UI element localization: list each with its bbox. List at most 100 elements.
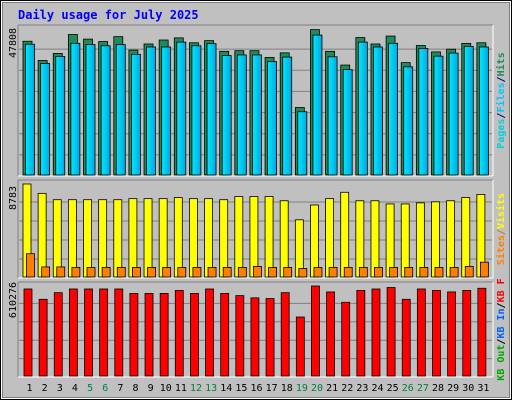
bar-files-day-7 — [115, 44, 126, 176]
bar-visits-day-8 — [128, 198, 138, 278]
bar-sites-day-14 — [222, 267, 232, 278]
bar-sites-day-7 — [116, 267, 126, 278]
day-label-21: 21 — [326, 383, 338, 394]
legend-entry: Visits — [495, 193, 507, 229]
legend-entry: Pages — [496, 119, 507, 149]
bar-kbf-day-14 — [220, 293, 230, 377]
bar-sites-day-28 — [434, 267, 444, 278]
bar-visits-day-4 — [67, 199, 77, 278]
day-label-7: 7 — [117, 383, 123, 394]
bar-kbf-day-7 — [114, 288, 124, 377]
bar-files-day-21 — [327, 56, 338, 176]
panel-2 — [17, 179, 494, 279]
side-legend-panel-3: KB Out/KB In/KB F — [496, 278, 507, 380]
day-label-18: 18 — [281, 383, 293, 394]
legend-entry: / — [496, 113, 507, 119]
legend-entry: KB Out — [496, 345, 507, 381]
bar-sites-day-10 — [162, 267, 172, 278]
bar-files-day-10 — [161, 46, 172, 176]
bar-files-day-12 — [191, 45, 202, 176]
bar-kbf-day-28 — [432, 290, 441, 377]
bar-visits-day-28 — [431, 201, 440, 278]
bar-files-day-24 — [373, 46, 383, 176]
bar-kbf-day-13 — [205, 288, 214, 377]
day-label-10: 10 — [160, 383, 172, 394]
bar-files-day-5 — [85, 44, 96, 176]
day-label-22: 22 — [341, 383, 353, 394]
bar-kbf-day-17 — [265, 298, 275, 377]
day-label-24: 24 — [372, 383, 384, 394]
bar-kbf-day-4 — [68, 288, 78, 377]
bar-kbf-day-29 — [447, 291, 457, 377]
day-label-19: 19 — [296, 383, 308, 394]
bar-files-day-6 — [100, 45, 111, 176]
legend-entry: / — [496, 229, 507, 235]
bar-visits-day-20 — [310, 204, 319, 278]
bar-kbf-day-27 — [416, 288, 426, 377]
bar-visits-day-17 — [264, 196, 274, 278]
bar-files-day-3 — [55, 56, 66, 176]
bar-visits-day-9 — [143, 198, 153, 278]
bar-sites-day-1 — [26, 253, 35, 278]
bar-visits-day-7 — [113, 199, 123, 278]
day-label-17: 17 — [266, 383, 278, 394]
bar-sites-day-15 — [237, 267, 247, 278]
bar-sites-day-26 — [404, 267, 414, 278]
bar-visits-day-18 — [279, 200, 289, 278]
bar-kbf-day-15 — [235, 295, 245, 377]
day-label-20: 20 — [311, 383, 323, 394]
bar-sites-day-12 — [192, 267, 202, 278]
bar-kbf-day-8 — [129, 293, 139, 377]
bar-files-day-23 — [357, 41, 368, 176]
bar-visits-day-23 — [355, 200, 365, 278]
bar-kbf-day-23 — [356, 290, 366, 377]
bar-visits-day-6 — [98, 199, 108, 278]
ymax-label-panel-3: 610276 — [8, 282, 19, 318]
bar-sites-day-23 — [358, 267, 368, 278]
bar-kbf-day-24 — [371, 288, 381, 377]
day-label-12: 12 — [190, 383, 202, 394]
bar-kbf-day-26 — [401, 298, 411, 377]
bar-kbf-day-20 — [311, 285, 320, 377]
bar-files-day-1 — [25, 43, 35, 176]
bar-files-day-27 — [418, 48, 429, 176]
day-label-9: 9 — [148, 383, 154, 394]
bar-kbf-day-2 — [38, 298, 48, 377]
bar-files-day-9 — [146, 46, 156, 176]
legend-entry: Sites — [495, 235, 507, 265]
day-label-13: 13 — [205, 383, 217, 394]
bar-files-day-26 — [403, 66, 414, 176]
bar-visits-day-29 — [446, 200, 456, 278]
day-label-2: 2 — [42, 383, 48, 394]
bar-files-day-18 — [282, 56, 293, 176]
chart-title: Daily usage for July 2025 — [18, 8, 199, 22]
day-label-25: 25 — [387, 383, 399, 394]
bar-sites-day-18 — [283, 267, 293, 278]
bar-sites-day-20 — [313, 267, 323, 278]
bar-visits-day-27 — [415, 202, 425, 278]
day-label-4: 4 — [72, 383, 78, 394]
bar-sites-day-8 — [132, 267, 141, 278]
day-label-14: 14 — [220, 383, 232, 394]
bar-visits-day-14 — [219, 199, 229, 278]
bar-kbf-day-11 — [174, 290, 184, 377]
bar-kbf-day-22 — [341, 301, 351, 377]
bar-files-day-25 — [388, 42, 398, 176]
day-label-29: 29 — [447, 383, 459, 394]
bar-files-day-11 — [176, 41, 187, 176]
bar-files-day-16 — [252, 54, 262, 176]
bar-kbf-day-21 — [326, 291, 335, 377]
panel-3 — [17, 281, 494, 378]
panel-1 — [17, 24, 494, 177]
bar-files-day-28 — [433, 55, 444, 176]
bar-sites-day-4 — [71, 267, 81, 278]
bar-kbf-day-25 — [386, 287, 396, 377]
bar-visits-day-2 — [37, 192, 47, 278]
day-label-1: 1 — [27, 383, 33, 394]
day-label-31: 31 — [477, 383, 489, 394]
day-label-8: 8 — [132, 383, 138, 394]
bar-files-day-15 — [236, 54, 247, 176]
legend-entry: / — [496, 76, 507, 82]
